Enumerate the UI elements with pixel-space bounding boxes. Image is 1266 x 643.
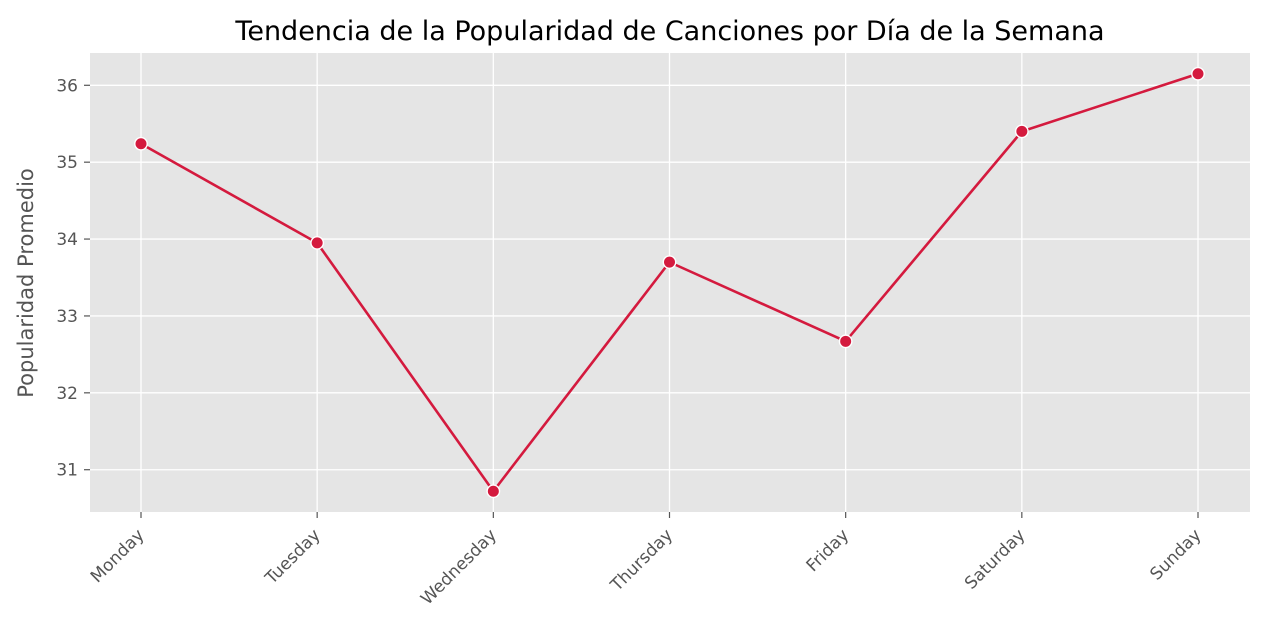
chart-title: Tendencia de la Popularidad de Canciones… [234, 16, 1104, 47]
data-point [134, 136, 148, 151]
data-point [310, 236, 325, 250]
x-tick-label: Wednesday [417, 525, 501, 609]
series-layer [134, 66, 1205, 499]
y-tick-label: 31 [56, 461, 78, 481]
y-tick-label: 36 [56, 76, 78, 96]
x-tick-label: Tuesday [261, 525, 325, 589]
x-tick-label: Friday [803, 525, 854, 576]
x-tick-label: Sunday [1146, 525, 1205, 584]
y-tick-label: 34 [56, 230, 78, 250]
data-point [662, 255, 677, 270]
data-point [1014, 124, 1029, 139]
y-tick-label: 33 [56, 307, 78, 327]
grid-lines [90, 53, 1250, 512]
x-tick-label: Thursday [606, 525, 677, 596]
data-point [1191, 66, 1205, 81]
x-tick-label: Monday [87, 525, 149, 587]
x-tick-label: Saturday [961, 525, 1029, 593]
y-axis-label: Popularidad Promedio [14, 168, 38, 397]
y-tick-label: 32 [56, 384, 78, 404]
y-tick-label: 35 [56, 153, 78, 173]
data-point [838, 334, 853, 349]
data-point [486, 484, 501, 499]
